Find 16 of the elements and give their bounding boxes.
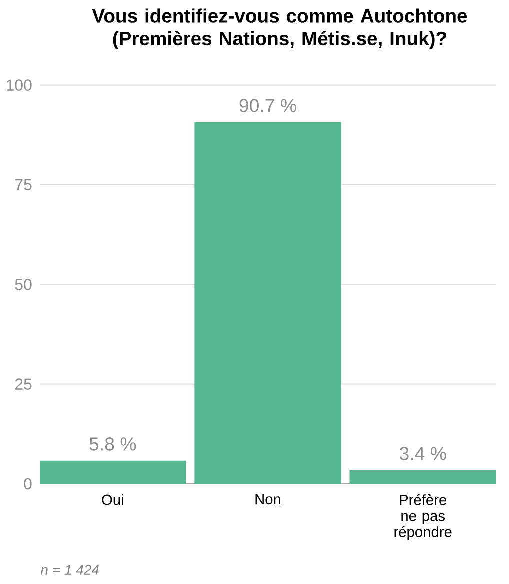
x-tick-label: Non bbox=[256, 494, 280, 505]
y-tick-label: 100 bbox=[6, 80, 32, 91]
data-label: 5.8 % bbox=[90, 438, 136, 451]
y-tick-label: 25 bbox=[15, 378, 32, 390]
x-tick-label: Préfère ne pas répondre bbox=[394, 494, 452, 540]
bar bbox=[350, 470, 496, 484]
y-tick-label: 75 bbox=[15, 179, 32, 191]
x-tick-label: Oui bbox=[102, 494, 124, 506]
y-tick-label: 50 bbox=[15, 279, 32, 290]
bar bbox=[40, 460, 186, 484]
data-label: 90.7 % bbox=[240, 99, 296, 112]
bar bbox=[194, 122, 342, 484]
chart-title: Vous identifiez-vous comme Autochtone (Premières Nations, Métis.se, Inuk)? bbox=[92, 8, 468, 50]
text: n = 1 424 bbox=[40, 565, 99, 575]
data-label: 3.4 % bbox=[400, 447, 446, 460]
y-tick-label: 0 bbox=[24, 478, 32, 490]
